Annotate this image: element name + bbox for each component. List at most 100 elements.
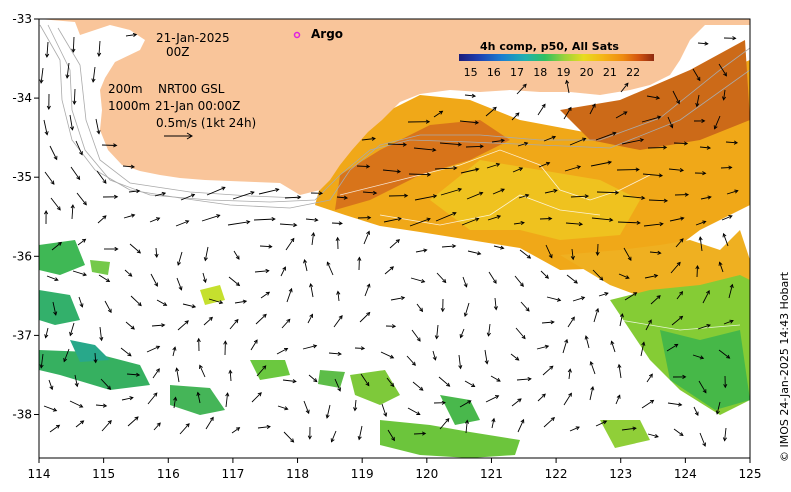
current-vector <box>650 295 661 305</box>
current-vector-head <box>676 99 680 105</box>
current-vector <box>434 167 457 170</box>
lat-tick-label: -35 <box>12 170 32 184</box>
current-vector-head <box>70 204 75 209</box>
current-vector-head <box>161 191 167 196</box>
current-vector <box>75 420 84 428</box>
current-vector-head <box>161 323 166 328</box>
current-vector <box>99 326 103 341</box>
current-vector <box>540 270 549 279</box>
current-vector <box>562 339 568 354</box>
current-vector-head <box>625 275 630 280</box>
current-vector-head <box>81 238 87 243</box>
current-vector-head <box>312 344 318 349</box>
current-vector <box>250 339 258 351</box>
current-vector <box>358 425 363 440</box>
current-vector <box>151 324 165 327</box>
isobath-contours <box>39 24 750 209</box>
current-vector <box>518 194 529 199</box>
current-vector <box>569 426 580 432</box>
current-vector-head <box>228 369 233 374</box>
current-vector-head <box>154 253 159 259</box>
current-vector <box>232 191 255 200</box>
lat-tick-label: -34 <box>12 91 32 105</box>
current-vector-head <box>657 115 662 120</box>
current-vector-head <box>400 296 406 301</box>
current-vector-head <box>389 266 395 271</box>
current-vector-head <box>496 215 502 220</box>
current-vector <box>257 426 271 429</box>
lon-tick-label: 124 <box>674 467 697 481</box>
current-vector <box>228 276 240 286</box>
current-vector <box>104 300 112 313</box>
current-vector-head <box>390 382 395 388</box>
current-vector-head <box>71 48 76 53</box>
current-vector-head <box>416 411 421 415</box>
current-vector <box>642 173 663 177</box>
current-vector-head <box>663 198 669 203</box>
current-vector-head <box>175 367 180 372</box>
current-vector-head <box>325 414 330 419</box>
current-vector-head <box>314 217 319 222</box>
current-vector-head <box>464 419 470 424</box>
current-vector-head <box>729 319 734 324</box>
current-vector <box>723 89 726 100</box>
current-vector <box>464 380 475 387</box>
current-vector <box>516 378 531 381</box>
current-vector-head <box>706 323 711 328</box>
lon-tick-label: 120 <box>415 467 438 481</box>
current-vector <box>176 368 180 383</box>
current-vector <box>101 420 112 432</box>
current-vector-head <box>624 82 629 87</box>
current-vector-head <box>590 385 595 391</box>
current-vector <box>699 146 711 149</box>
current-vector-head <box>627 256 632 262</box>
current-vector <box>156 299 167 306</box>
current-vector-head <box>286 318 291 323</box>
current-vector <box>493 245 504 249</box>
current-vector <box>128 190 140 193</box>
current-vector-head <box>39 79 44 84</box>
current-vector-head <box>209 416 214 421</box>
map-hour: 00Z <box>166 45 190 59</box>
current-vector <box>647 433 659 438</box>
current-vector-head <box>648 319 652 324</box>
current-vector <box>436 272 447 283</box>
current-vector <box>488 271 497 284</box>
current-vector-head <box>549 365 554 370</box>
current-vector-head <box>684 192 690 197</box>
current-vector-head <box>619 313 624 318</box>
current-vector-head <box>649 399 655 404</box>
current-vector <box>72 36 75 53</box>
scale-vector-arrow <box>164 132 193 140</box>
current-vector-head <box>292 379 297 384</box>
current-vector-head <box>46 105 51 110</box>
current-vector-head <box>463 312 468 317</box>
current-vector <box>387 429 395 441</box>
longitude-axis: 114 115 116 117 118 119 120 121 122 123 124 125 <box>28 458 761 481</box>
current-vector-head <box>82 272 87 277</box>
current-vector-head <box>196 391 201 397</box>
current-vector-head <box>713 125 718 130</box>
current-vector-head <box>218 300 224 305</box>
current-vector-head <box>702 389 707 394</box>
current-vector-head <box>57 241 63 246</box>
current-vector <box>697 42 708 45</box>
current-vector-head <box>500 188 505 193</box>
current-vector <box>386 377 394 387</box>
current-vector <box>149 217 160 223</box>
current-vector-head <box>602 420 608 425</box>
current-vector <box>326 262 334 276</box>
current-vector-head <box>699 355 705 360</box>
current-vector <box>98 40 101 57</box>
current-vector <box>546 296 561 301</box>
current-vector <box>590 361 596 375</box>
current-vector-head <box>336 290 341 295</box>
current-vector-head <box>733 140 739 145</box>
current-vector-head <box>389 354 395 359</box>
product-label: NRT00 GSL <box>158 82 225 96</box>
current-vector <box>40 67 44 83</box>
current-vector <box>175 220 189 227</box>
current-vector-head <box>517 398 522 403</box>
current-vector-head <box>185 220 190 224</box>
current-vector <box>126 373 140 376</box>
